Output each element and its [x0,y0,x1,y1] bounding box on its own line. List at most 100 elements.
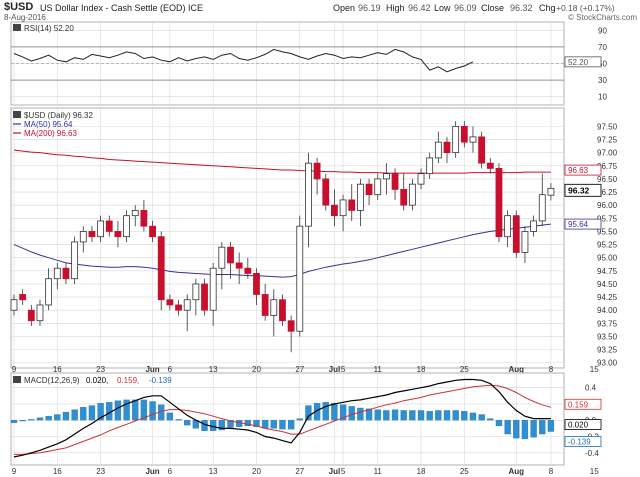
macd-last-value-box [564,419,602,430]
candle-body [157,236,165,301]
ma200-last-value: 96.63 [568,166,589,175]
candle-body [27,309,35,322]
macd-histogram-bar [261,420,269,429]
price-tick-label: 97.00 [597,149,618,158]
macd-x-tick-16: 16 [53,467,62,476]
macd-histogram-bar [166,412,174,421]
macd-x-tick-jul: Jul [329,467,341,476]
price-x-tick-8: 8 [549,365,554,374]
macd-histogram-bar [313,402,321,421]
candle-body [88,231,96,238]
candle-body [305,162,312,227]
macd-title-macd: 0.020, [86,376,108,385]
candle-body [322,178,330,206]
macd-tick-label: 0.4 [585,384,597,393]
candle-body [10,299,18,311]
macd-histogram-bar [123,399,130,421]
rsi-title: RSI(14) 52.20 [24,24,74,33]
macd-histogram-bar [365,408,373,421]
macd-histogram-bar [305,405,312,421]
macd-x-tick-jun: Jun [145,467,159,476]
rsi-legend-swatch [13,24,21,31]
candle-body [426,157,434,175]
macd-histogram-bar [322,402,329,421]
price-tick-label: 93.50 [597,332,618,341]
price-x-tick-11: 11 [374,365,383,374]
price-tick-label: 96.25 [597,188,618,197]
candle-body [331,204,338,217]
candle-body [400,189,408,206]
candle-body [512,215,520,253]
instrument-name: US Dollar Index - Cash Settle (EOD) ICE [40,3,204,13]
close-last-value-box [564,183,602,197]
candle-body [452,125,460,154]
macd-histogram-bar [28,419,35,421]
macd-histogram-bar [175,419,182,421]
macd-signal-line [14,384,552,455]
macd-histogram-bar [114,400,122,421]
ma50-legend-label: MA(50) 95.64 [24,120,73,129]
price-tick-label: 96.75 [597,162,618,171]
candle-body [71,241,79,280]
rsi-tick-label: 70 [598,43,607,52]
macd-x-tick-9: 9 [12,467,17,476]
quote-high-value: 96.42 [408,3,431,13]
candle-body [97,220,104,238]
macd-histogram-bar [409,410,416,421]
macd-histogram-bar [426,411,433,421]
candle-body [166,299,174,306]
price-tick-label: 96.00 [597,201,618,210]
macd-x-tick-18: 18 [417,467,426,476]
price-tick-label: 94.50 [597,280,618,289]
candle-body [374,178,382,196]
ma50-last-value: 95.64 [568,220,589,229]
candle-body [131,210,139,217]
ma200-last-value-box [564,164,602,176]
macd-histogram-bar [184,420,191,426]
price-tick-label: 94.25 [597,293,618,302]
quote-chg-value: +0.18 (+0.17%) [556,3,615,13]
macd-x-tick-6: 6 [168,467,173,476]
price-tick-label: 95.25 [597,241,618,250]
candle-body [460,125,468,143]
candle-body [382,173,390,180]
symbol: $USD [4,1,34,13]
price-legend-swatch [13,111,21,118]
candle-body [391,173,399,190]
macd-x-tick-15: 15 [590,467,599,476]
macd-x-tick-13: 13 [209,467,218,476]
macd-title-name: MACD(12,26,9) [24,376,80,385]
macd-hist-last-value: -0.139 [568,438,591,447]
candle-body [209,267,217,311]
price-tick-label: 94.00 [597,306,618,315]
candle-body [434,141,442,159]
macd-histogram-bar [374,409,381,421]
candle-body [192,283,200,301]
price-x-tick-27: 27 [295,365,304,374]
price-title: $USD (Daily) 96.32 [24,111,93,120]
price-x-tick-15: 15 [590,365,599,374]
macd-histogram-bar [296,418,303,421]
macd-line [13,378,551,458]
candle-body [123,215,130,238]
candle-body [149,225,156,238]
macd-title-signal: 0.159, [117,376,139,385]
price-x-tick-20: 20 [252,365,261,374]
candle-body [105,220,113,232]
macd-histogram-bar [443,410,451,421]
rsi-tick-label: 30 [598,76,607,85]
candle-body [504,215,512,238]
candle-body [339,199,347,217]
macd-x-tick-27: 27 [295,467,304,476]
candle-body [19,294,27,301]
macd-histogram-bar [287,420,295,430]
ma50-line [13,223,551,278]
candle-body [356,183,364,211]
macd-histogram-bar [80,407,87,421]
macd-histogram-bar [45,416,52,421]
price-x-tick-9: 9 [12,365,17,374]
candle-body [218,246,226,269]
macd-title-hist: -0.139 [149,376,172,385]
rsi-tick-label: 10 [598,93,607,102]
price-tick-label: 97.25 [597,136,618,145]
